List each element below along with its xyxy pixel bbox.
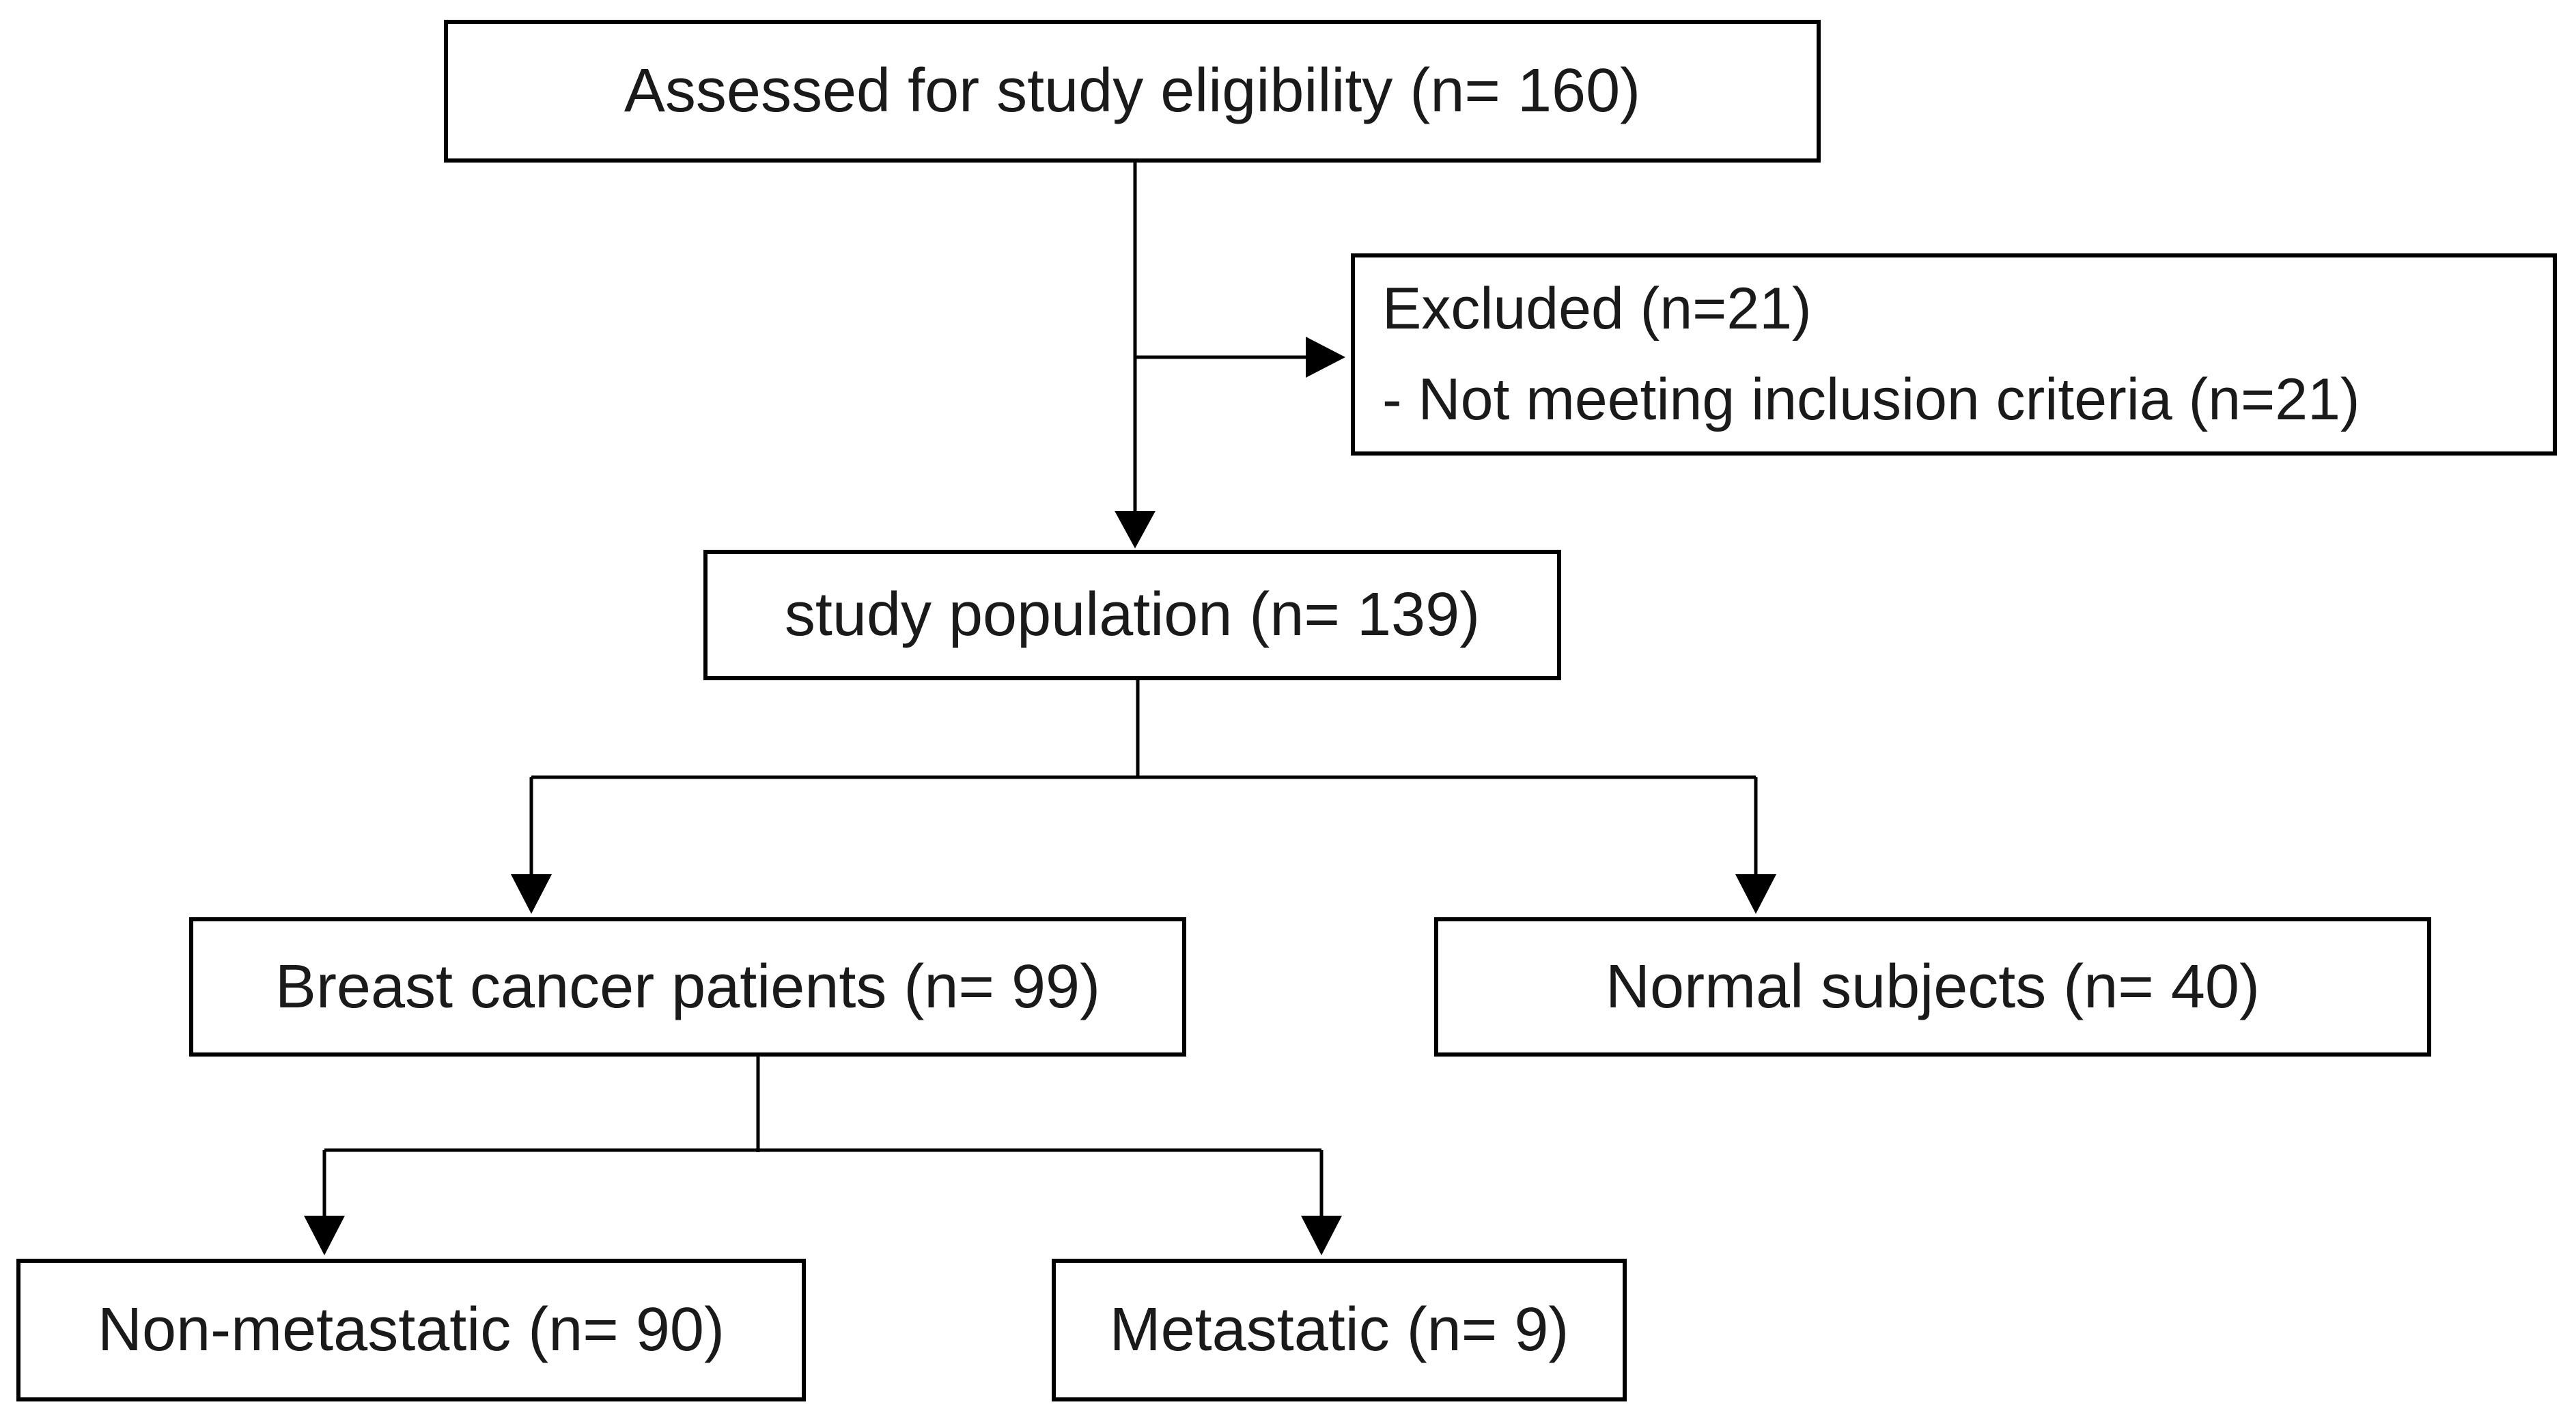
node-breast-cancer-patients: Breast cancer patients (n= 99) <box>189 917 1186 1057</box>
arrowhead-down-nonmetastatic-icon <box>304 1216 345 1255</box>
node-excluded-line2: - Not meeting inclusion criteria (n=21) <box>1382 367 2360 432</box>
node-metastatic-label: Metastatic (n= 9) <box>1109 1296 1569 1364</box>
node-assessed-eligibility: Assessed for study eligibility (n= 160) <box>444 20 1821 163</box>
node-excluded-line1: Excluded (n=21) <box>1382 275 1812 341</box>
node-metastatic: Metastatic (n= 9) <box>1052 1259 1627 1401</box>
node-non-metastatic: Non-metastatic (n= 90) <box>16 1259 806 1401</box>
node-non-metastatic-label: Non-metastatic (n= 90) <box>98 1296 725 1364</box>
node-normal-subjects-label: Normal subjects (n= 40) <box>1606 952 2260 1021</box>
node-excluded: Excluded (n=21) - Not meeting inclusion … <box>1351 253 2557 456</box>
node-assessed-label: Assessed for study eligibility (n= 160) <box>624 57 1641 125</box>
arrowhead-down-study-icon <box>1115 511 1156 548</box>
arrowhead-down-metastatic-icon <box>1301 1216 1342 1255</box>
node-study-population: study population (n= 139) <box>703 550 1561 680</box>
arrowhead-right-excluded-icon <box>1306 337 1345 378</box>
arrowhead-down-breast-icon <box>511 874 552 914</box>
arrowhead-down-normal-icon <box>1735 874 1776 914</box>
node-breast-cancer-label: Breast cancer patients (n= 99) <box>275 952 1101 1021</box>
node-normal-subjects: Normal subjects (n= 40) <box>1434 917 2431 1057</box>
node-study-population-label: study population (n= 139) <box>784 581 1481 649</box>
